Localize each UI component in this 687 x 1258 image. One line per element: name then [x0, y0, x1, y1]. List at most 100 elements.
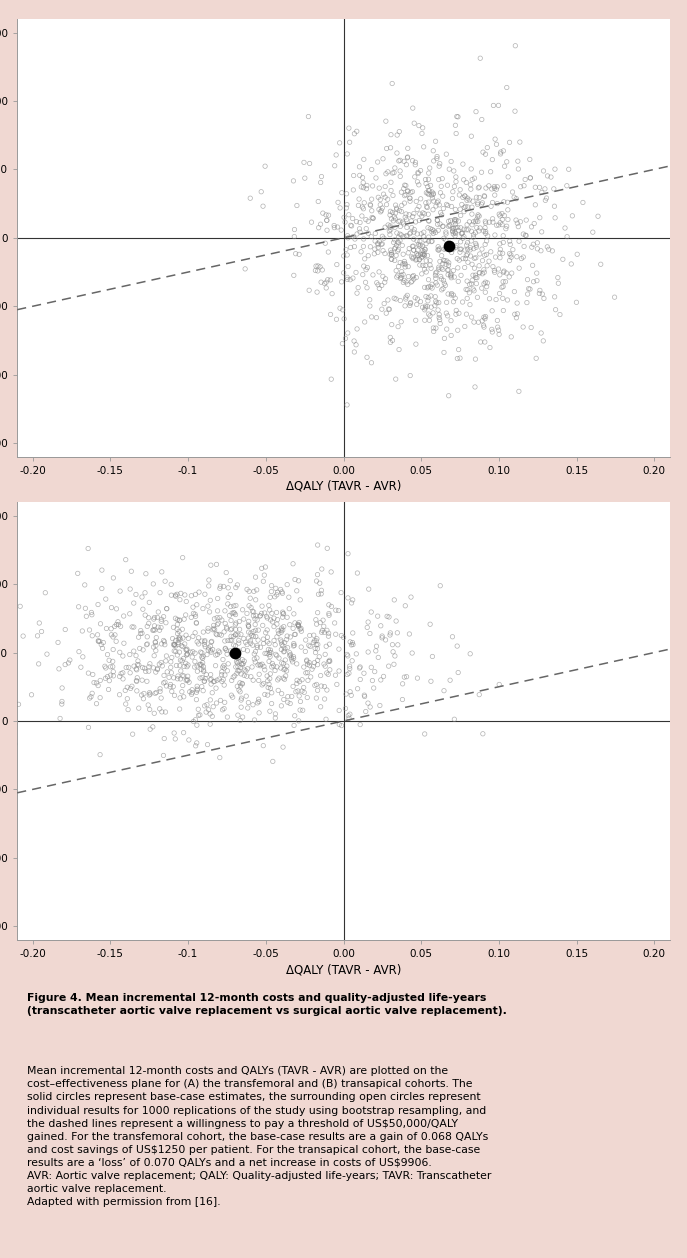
Point	[165, 674, 176, 694]
Point	[154, 620, 165, 640]
Point	[500, 272, 511, 292]
Point	[265, 643, 276, 663]
Point	[329, 156, 340, 176]
Point	[458, 153, 469, 174]
Point	[458, 228, 469, 248]
Point	[312, 260, 323, 281]
Point	[390, 195, 401, 215]
Point	[304, 625, 315, 645]
Point	[423, 185, 434, 205]
Point	[170, 728, 181, 749]
Point	[504, 250, 515, 270]
Point	[93, 630, 104, 650]
Point	[466, 307, 477, 327]
Point	[344, 663, 354, 683]
Point	[183, 628, 194, 648]
Point	[400, 254, 411, 274]
Point	[306, 659, 317, 679]
Point	[334, 660, 345, 681]
Point	[470, 223, 481, 243]
Point	[207, 697, 218, 717]
Point	[447, 626, 458, 647]
Point	[437, 186, 448, 206]
Point	[354, 157, 365, 177]
Point	[190, 623, 201, 643]
Point	[155, 582, 166, 603]
Point	[243, 615, 254, 635]
Point	[386, 249, 397, 269]
Point	[477, 192, 488, 213]
Point	[144, 593, 155, 613]
Point	[311, 257, 322, 277]
Point	[409, 155, 420, 175]
Point	[408, 204, 419, 224]
Point	[259, 603, 270, 623]
Point	[380, 176, 391, 196]
Point	[375, 190, 386, 210]
Point	[267, 683, 278, 703]
Point	[179, 609, 190, 629]
Point	[183, 655, 194, 676]
Point	[354, 657, 365, 677]
Point	[282, 655, 293, 676]
Point	[173, 634, 184, 654]
Point	[267, 653, 278, 673]
Point	[513, 216, 523, 237]
Point	[287, 652, 298, 672]
Point	[229, 665, 240, 686]
Point	[258, 629, 269, 649]
Point	[498, 191, 509, 211]
Point	[440, 224, 451, 244]
Point	[144, 662, 155, 682]
Point	[219, 632, 230, 652]
Point	[423, 204, 433, 224]
Point	[194, 668, 205, 688]
Point	[391, 611, 402, 632]
Point	[436, 269, 447, 289]
Point	[374, 262, 385, 282]
Point	[405, 182, 416, 203]
Point	[442, 234, 453, 254]
Point	[315, 272, 326, 292]
Point	[345, 682, 356, 702]
Point	[190, 736, 201, 756]
Point	[257, 674, 268, 694]
Point	[422, 297, 433, 317]
Point	[390, 218, 401, 238]
Point	[399, 254, 410, 274]
Point	[541, 187, 552, 208]
Point	[264, 647, 275, 667]
Point	[349, 123, 360, 143]
Point	[205, 669, 216, 689]
Point	[425, 286, 436, 306]
Point	[477, 239, 488, 259]
Point	[158, 630, 169, 650]
Point	[417, 255, 428, 276]
Point	[120, 694, 131, 715]
Point	[181, 639, 192, 659]
Point	[225, 620, 236, 640]
Point	[495, 239, 506, 259]
Point	[302, 652, 313, 672]
Point	[418, 242, 429, 262]
Point	[153, 601, 164, 621]
Point	[425, 175, 436, 195]
Point	[231, 652, 242, 672]
Point	[376, 198, 387, 218]
Point	[260, 156, 271, 176]
Point	[557, 249, 568, 269]
Point	[272, 610, 283, 630]
Point	[243, 611, 254, 632]
Point	[249, 609, 260, 629]
Point	[191, 613, 202, 633]
Point	[506, 263, 517, 283]
Point	[93, 632, 104, 652]
Point	[209, 620, 220, 640]
Point	[487, 213, 498, 233]
Point	[420, 287, 431, 307]
Point	[282, 626, 293, 647]
Point	[118, 633, 129, 653]
Point	[425, 258, 436, 278]
Point	[148, 658, 159, 678]
Point	[230, 605, 241, 625]
